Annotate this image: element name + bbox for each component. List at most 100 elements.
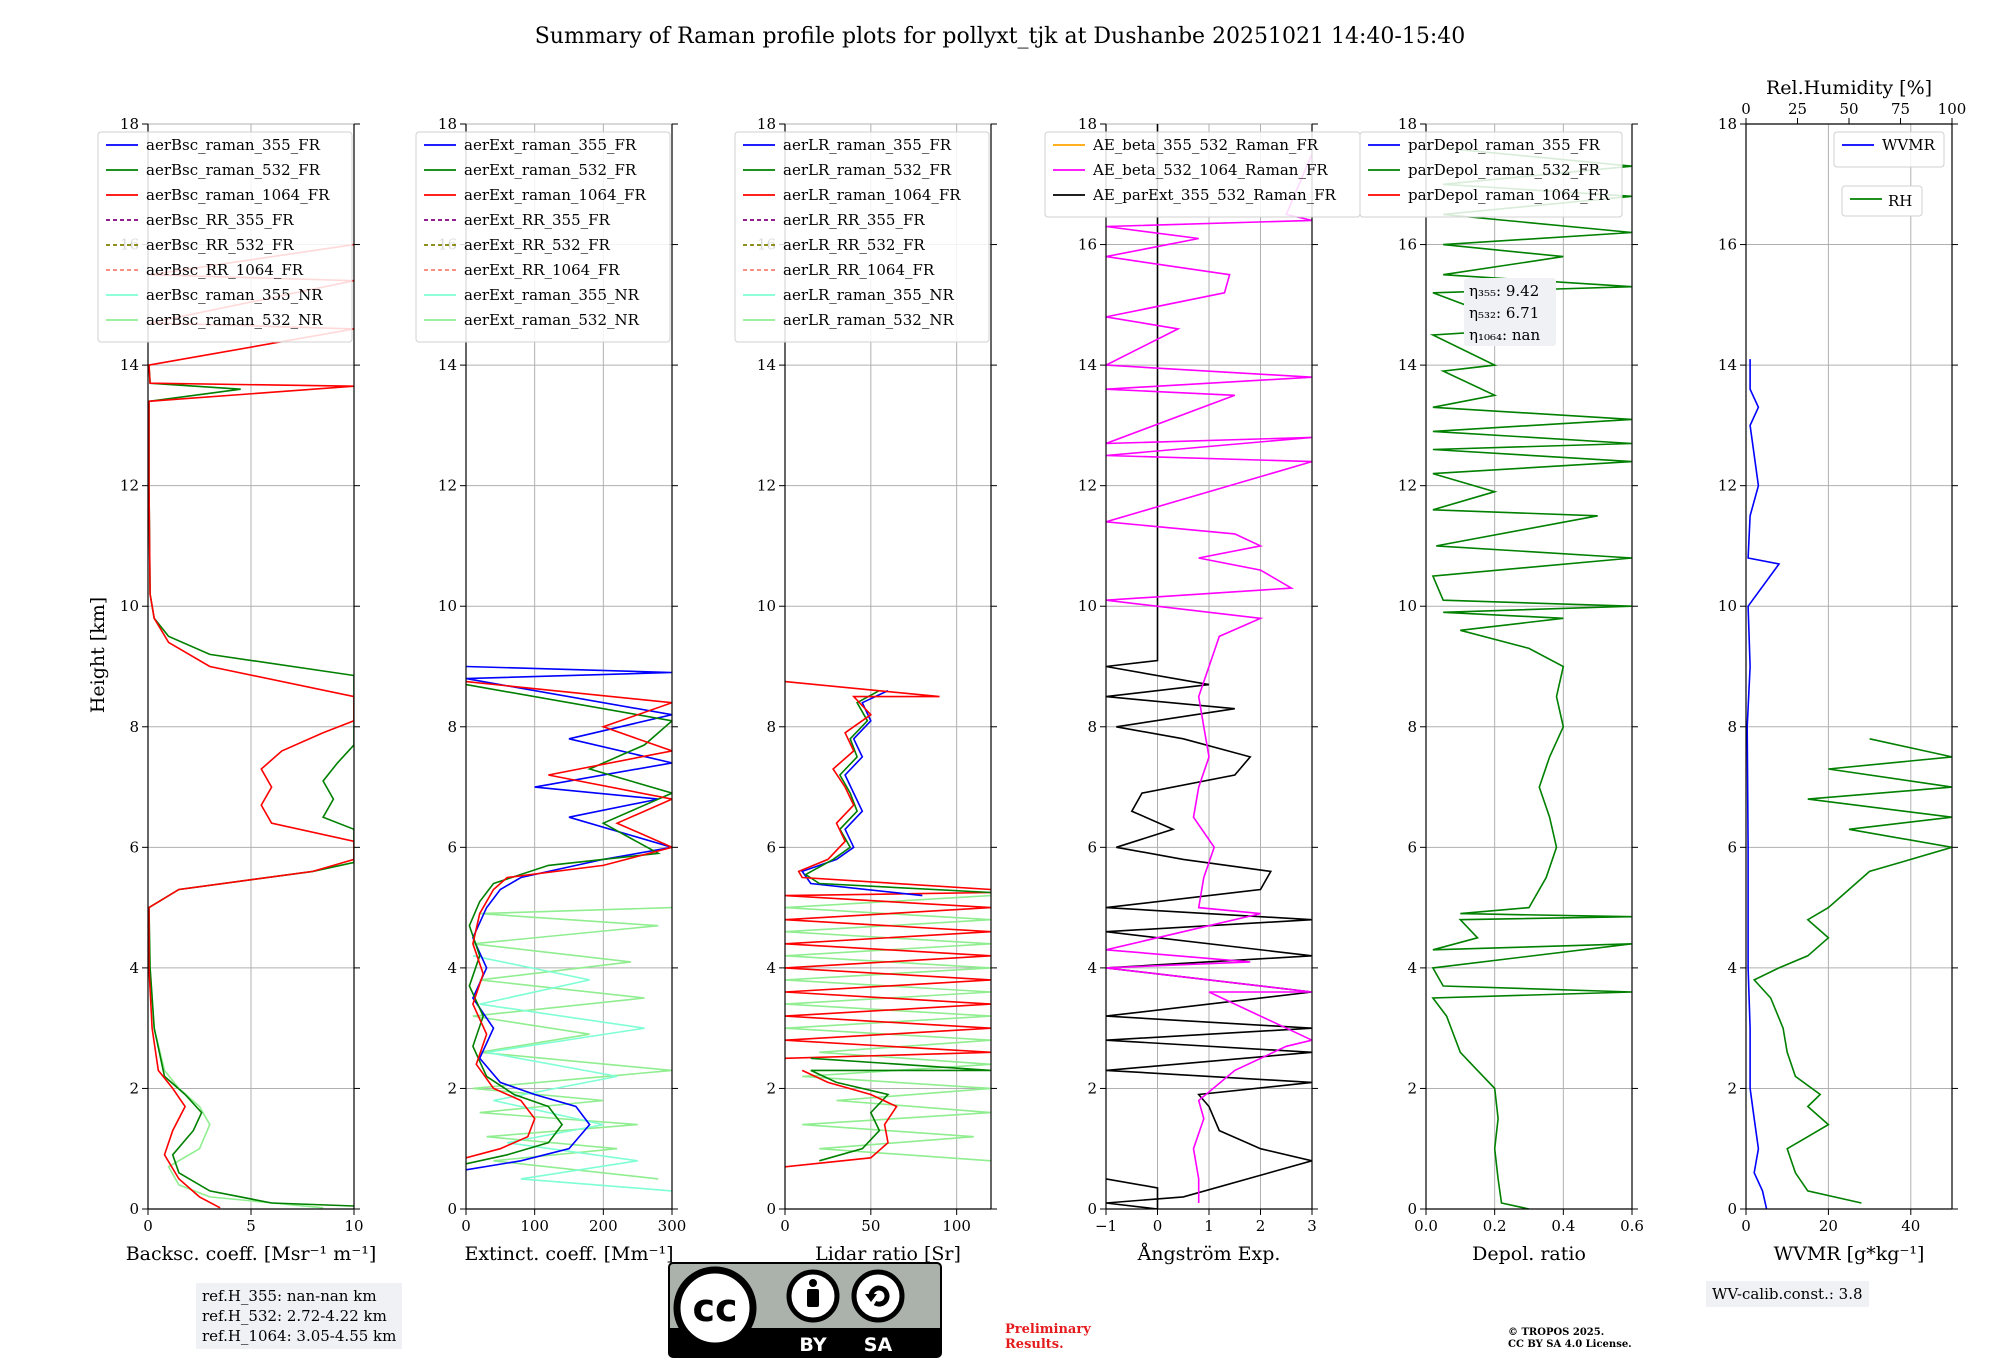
x-tick-label: 0 (143, 1217, 153, 1235)
legend: aerExt_raman_355_FR aerExt_raman_532_FRae… (415, 131, 671, 343)
x-axis-label: Lidar ratio [Sr] (815, 1243, 961, 1265)
y-tick-label: 10 (1718, 597, 1737, 615)
preliminary-line-2: Results. (1005, 1337, 1064, 1352)
series-RH (1752, 738, 1952, 1204)
series-aerExt_raman_532_FR (466, 683, 672, 1165)
legend2-item: RH (1888, 192, 1912, 210)
panel-ext: 0246810121416180100200300Extinct. coeff.… (415, 115, 687, 1265)
y-tick-label: 12 (1398, 477, 1417, 495)
cc-by-sa-logo: cc BY SA (668, 1262, 942, 1358)
y-tick-label: 8 (1407, 718, 1417, 736)
x-tick-label: 0 (1741, 1217, 1751, 1235)
legend-item: aerLR_RR_1064_FR (783, 261, 935, 279)
eta-annotation-line: η₃₅₅: 9.42 (1469, 282, 1539, 300)
panel-depol: 0 2 4 6 8 10 12 14 16 18 0.0 0.2 0.4 0.6 Depol. ratio p… (1359, 115, 1644, 1265)
y-tick-label: 0 (766, 1200, 776, 1218)
legend-item: parDepol_raman_355_FR (1408, 136, 1601, 154)
series-aerExt_raman_1064_FR (466, 680, 672, 1159)
x-tick-label: 50 (861, 1217, 880, 1235)
y-tick-label: 2 (1087, 1079, 1097, 1097)
y-tick-label: 8 (1727, 718, 1737, 736)
series-group (466, 665, 672, 1192)
top-x-tick-label: 100 (1938, 100, 1967, 118)
ref-h-355: ref.H_355: nan-nan km (202, 1287, 377, 1305)
top-x-tick-label: 50 (1839, 100, 1858, 118)
y-tick-label: 6 (1407, 838, 1417, 856)
y-tick-label: 2 (129, 1079, 139, 1097)
y-tick-label: 0 (1407, 1200, 1417, 1218)
x-tick-label: 0.0 (1414, 1217, 1438, 1235)
preliminary-line-1: Preliminary (1005, 1322, 1091, 1337)
legend: WVMR RH (1833, 131, 1945, 217)
top-x-tick-label: 0 (1741, 100, 1751, 118)
legend-box (734, 131, 990, 343)
legend-item: aerExt_RR_1064_FR (464, 261, 620, 279)
legend-item: aerLR_RR_355_FR (783, 211, 925, 229)
legend-item: AE_parExt_355_532_Raman_FR (1092, 186, 1337, 204)
series-aerLR_raman_532_FR (810, 1057, 991, 1162)
y-tick-label: 18 (1078, 115, 1097, 133)
legend-item: aerExt_raman_355_NR (464, 286, 640, 304)
y-tick-label: 10 (757, 597, 776, 615)
y-tick-label: 18 (120, 115, 139, 133)
x-axis-label: WVMR [g*kg⁻¹] (1774, 1243, 1925, 1265)
series-aerBsc_raman_1064_FR (148, 243, 354, 1209)
series-aerLR_raman_532_NR (785, 894, 991, 1162)
y-tick-label: 14 (438, 356, 457, 374)
top-x-tick-label: 75 (1891, 100, 1910, 118)
legend-item: aerLR_raman_355_NR (783, 286, 954, 304)
y-tick-label: 8 (766, 718, 776, 736)
panel-lr: 024681012141618050100Lidar ratio [Sr]aer… (734, 115, 997, 1265)
y-tick-label: 0 (1727, 1200, 1737, 1218)
x-tick-label: 0 (780, 1217, 790, 1235)
ref-h-1064: ref.H_1064: 3.05-4.55 km (202, 1327, 397, 1345)
legend-item: aerBsc_RR_355_FR (146, 211, 294, 229)
legend-item: aerBsc_raman_532_NR (146, 311, 323, 329)
y-tick-label: 0 (447, 1200, 457, 1218)
y-tick-label: 6 (766, 838, 776, 856)
x-tick-label: 200 (589, 1217, 618, 1235)
y-tick-label: 8 (447, 718, 457, 736)
y-tick-label: 18 (1398, 115, 1417, 133)
copyright-line-1: © TROPOS 2025. (1508, 1327, 1605, 1338)
series-aerExt_raman_532_NR (472, 906, 672, 1180)
series-aerLR_raman_1064_upper (785, 680, 991, 891)
x-tick-label: 100 (520, 1217, 549, 1235)
x-tick-label: 5 (246, 1217, 256, 1235)
x-tick-label: 1 (1204, 1217, 1214, 1235)
legend-item: aerBsc_raman_355_FR (146, 136, 321, 154)
legend-item: aerExt_raman_355_FR (464, 136, 637, 154)
y-tick-label: 12 (1078, 477, 1097, 495)
legend: aerLR_raman_355_FR aerLR_raman_532_FR aerL… (734, 131, 990, 343)
y-tick-label: 4 (1087, 959, 1097, 977)
wv-calibration-box: WV-calib.const.: 3.8 (1706, 1281, 1869, 1307)
y-axis-label: Height [km] (87, 597, 109, 713)
legend-item: aerLR_raman_532_FR (783, 161, 952, 179)
panel-bsc: 0246810121416180510Backsc. coeff. [Msr⁻¹… (97, 115, 377, 1265)
y-tick-label: 0 (129, 1200, 139, 1218)
x-tick-label: 300 (658, 1217, 687, 1235)
x-tick-label: −1 (1095, 1217, 1117, 1235)
legend-item: aerLR_raman_1064_FR (783, 186, 961, 204)
x-tick-label: 0 (461, 1217, 471, 1235)
y-tick-label: 8 (129, 718, 139, 736)
x-tick-label: 0.6 (1620, 1217, 1644, 1235)
y-tick-label: 4 (129, 959, 139, 977)
x-tick-label: 10 (344, 1217, 363, 1235)
series-group (785, 680, 991, 1168)
reference-height-box: ref.H_355: nan-nan km ref.H_532: 2.72-4.2… (196, 1283, 403, 1349)
x-tick-label: 2 (1256, 1217, 1266, 1235)
legend-item: aerExt_raman_532_FR (464, 161, 637, 179)
x-axis-label: Backsc. coeff. [Msr⁻¹ m⁻¹] (126, 1243, 377, 1265)
y-tick-label: 16 (1718, 236, 1737, 254)
y-tick-label: 6 (447, 838, 457, 856)
legend-item: AE_beta_355_532_Raman_FR (1092, 136, 1319, 154)
legend-item: aerLR_raman_355_FR (783, 136, 952, 154)
series-aerExt_raman_355_FR (466, 665, 672, 1171)
legend-item: AE_beta_532_1064_Raman_FR (1092, 161, 1328, 179)
y-tick-label: 6 (1727, 838, 1737, 856)
y-tick-label: 18 (757, 115, 776, 133)
copyright-line-2: CC BY SA 4.0 License. (1508, 1339, 1632, 1350)
